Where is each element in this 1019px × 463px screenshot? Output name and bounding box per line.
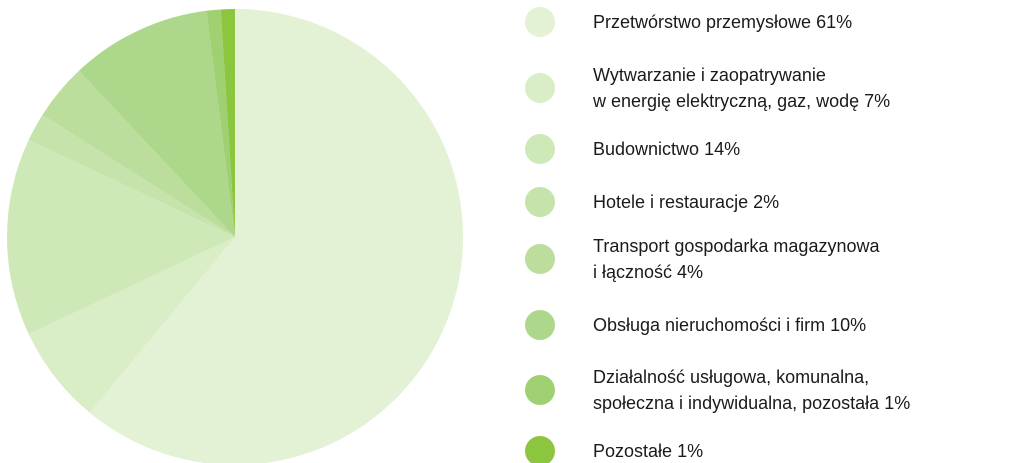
pie-slice bbox=[78, 10, 235, 237]
legend-value: 61% bbox=[816, 12, 853, 32]
legend-value: 1% bbox=[884, 393, 911, 413]
pie-slice bbox=[28, 114, 235, 237]
legend-item: Transport gospodarka magazynowa i łączno… bbox=[525, 233, 880, 285]
legend-swatch bbox=[525, 187, 555, 217]
legend-label: Pozostałe bbox=[593, 441, 673, 461]
pie-slice bbox=[28, 237, 235, 413]
legend-label: Hotele i restauracje bbox=[593, 192, 749, 212]
legend-text: Pozostałe 1% bbox=[593, 438, 703, 463]
legend-item: Budownictwo 14% bbox=[525, 134, 740, 164]
pie-slice bbox=[220, 9, 235, 237]
legend-value: 7% bbox=[864, 91, 891, 111]
legend-item: Obsługa nieruchomości i firm 10% bbox=[525, 310, 866, 340]
legend-item: Pozostałe 1% bbox=[525, 436, 703, 463]
legend-label: Obsługa nieruchomości i firm bbox=[593, 315, 826, 335]
legend-swatch bbox=[525, 375, 555, 405]
legend-item: Hotele i restauracje 2% bbox=[525, 187, 779, 217]
legend-text: Hotele i restauracje 2% bbox=[593, 189, 779, 215]
legend-value: 1% bbox=[677, 441, 704, 461]
legend-value: 10% bbox=[830, 315, 867, 335]
legend-text: Przetwórstwo przemysłowe 61% bbox=[593, 9, 852, 35]
legend-swatch bbox=[525, 73, 555, 103]
legend-label: Transport gospodarka magazynowa i łączno… bbox=[593, 236, 880, 282]
legend-swatch bbox=[525, 310, 555, 340]
legend-text: Wytwarzanie i zaopatrywanie w energię el… bbox=[593, 62, 890, 114]
legend-text: Budownictwo 14% bbox=[593, 136, 740, 162]
legend-item: Wytwarzanie i zaopatrywanie w energię el… bbox=[525, 62, 890, 114]
legend-text: Transport gospodarka magazynowa i łączno… bbox=[593, 233, 880, 285]
pie-slice bbox=[42, 70, 236, 237]
legend-swatch bbox=[525, 134, 555, 164]
legend-text: Obsługa nieruchomości i firm 10% bbox=[593, 312, 866, 338]
legend-value: 14% bbox=[704, 139, 741, 159]
legend-swatch bbox=[525, 7, 555, 37]
legend-value: 4% bbox=[677, 262, 704, 282]
pie-chart bbox=[6, 9, 463, 463]
pie-slice bbox=[6, 139, 235, 335]
legend-item: Przetwórstwo przemysłowe 61% bbox=[525, 7, 852, 37]
legend-swatch bbox=[525, 436, 555, 463]
legend-label: Działalność usługowa, komunalna, społecz… bbox=[593, 367, 880, 413]
legend-text: Działalność usługowa, komunalna, społecz… bbox=[593, 364, 910, 416]
pie-slice bbox=[206, 9, 235, 238]
pie-slice bbox=[89, 9, 463, 463]
legend: Przetwórstwo przemysłowe 61% Wytwarzanie i… bbox=[525, 0, 1019, 463]
legend-value: 2% bbox=[753, 192, 780, 212]
legend-item: Działalność usługowa, komunalna, społecz… bbox=[525, 364, 910, 416]
legend-label: Budownictwo bbox=[593, 139, 700, 159]
legend-label: Przetwórstwo przemysłowe bbox=[593, 12, 812, 32]
legend-label: Wytwarzanie i zaopatrywanie w energię el… bbox=[593, 65, 860, 111]
legend-swatch bbox=[525, 244, 555, 274]
